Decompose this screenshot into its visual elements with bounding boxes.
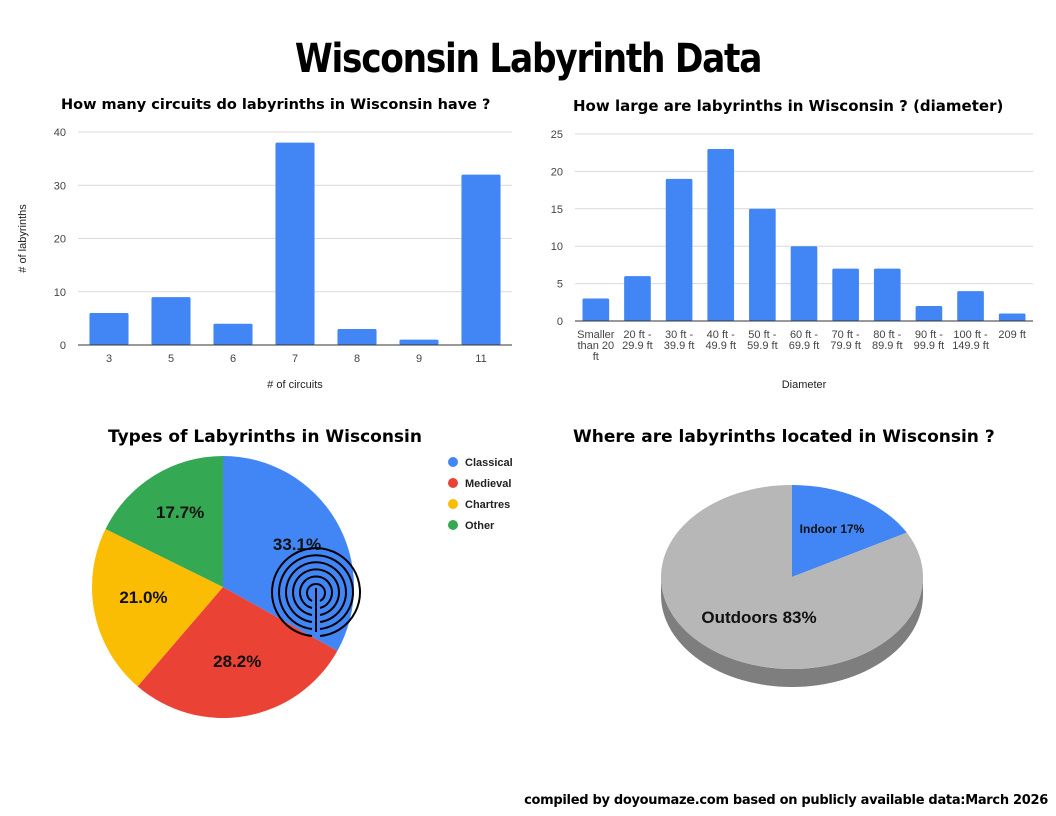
slice-label-outdoors: Outdoors 83% xyxy=(701,608,816,627)
location-chart-title: Where are labyrinths located in Wisconsi… xyxy=(573,427,995,447)
types-chart-title: Types of Labyrinths in Wisconsin xyxy=(108,427,422,447)
slice-classical xyxy=(223,456,354,651)
circuits-y-axis-label: # of labyrinths xyxy=(17,204,29,273)
circuits-xtick-label: 8 xyxy=(354,353,360,365)
legend-swatch-chartres xyxy=(448,499,458,509)
labyrinth-ring xyxy=(292,568,340,616)
slice-chartres xyxy=(92,528,224,687)
legend-swatch-other xyxy=(448,520,458,530)
circuits-xtick-label: 6 xyxy=(230,353,236,365)
diameter-bar xyxy=(915,306,943,321)
circuits-xtick-label: 7 xyxy=(292,353,298,365)
circuits-xtick-label: 5 xyxy=(168,353,174,365)
legend-label-chartres: Chartres xyxy=(465,499,510,511)
legend-label-classical: Classical xyxy=(465,457,513,469)
legend-label-other: Other xyxy=(465,520,495,532)
diameter-xtick-label: 20 ft -29.9 ft xyxy=(622,329,653,352)
diameter-bar xyxy=(957,291,984,321)
diameter-xtick-label: Smaller than 20 ft xyxy=(577,329,615,363)
circuits-ytick-label: 40 xyxy=(54,127,66,139)
circuits-xtick-label: 3 xyxy=(106,353,112,365)
diameter-chart-title: How large are labyrinths in Wisconsin ? … xyxy=(573,97,1004,115)
legend-swatch-medieval xyxy=(448,478,458,488)
diameter-bar xyxy=(998,313,1026,321)
diameter-bar xyxy=(832,268,859,321)
circuits-ytick-label: 20 xyxy=(54,234,66,246)
pie-3d-side xyxy=(661,577,923,687)
slice-label-medieval: 28.2% xyxy=(213,652,261,671)
circuits-xtick-label: 9 xyxy=(416,353,422,365)
main-title: Wisconsin Labyrinth Data xyxy=(294,36,763,82)
diameter-bar xyxy=(624,276,651,321)
legend-label-medieval: Medieval xyxy=(465,478,511,490)
diameter-xtick-label: 50 ft -59.9 ft xyxy=(747,329,778,352)
diameter-bar xyxy=(665,178,693,321)
slice-outdoors xyxy=(661,485,924,670)
diameter-ytick-label: 10 xyxy=(551,241,563,253)
diameter-ytick-label: 20 xyxy=(551,166,563,178)
slice-indoor xyxy=(792,485,907,577)
diameter-xtick-label: 209 ft xyxy=(998,329,1026,341)
diameter-bar xyxy=(707,148,735,321)
diameter-xtick-label: 60 ft -69.9 ft xyxy=(789,329,820,352)
labyrinth-ring xyxy=(285,561,347,623)
circuits-chart-title: How many circuits do labyrinths in Wisco… xyxy=(61,97,491,113)
circuits-bar xyxy=(337,329,377,345)
labyrinth-ring xyxy=(271,547,361,637)
diameter-ytick-label: 0 xyxy=(557,316,563,328)
labyrinth-ring xyxy=(299,575,333,609)
circuits-ytick-label: 0 xyxy=(60,340,66,352)
diameter-xtick-label: 30 ft -39.9 ft xyxy=(664,329,695,352)
diameter-bar xyxy=(749,208,776,321)
diameter-bar xyxy=(790,246,818,321)
circuits-ytick-label: 10 xyxy=(54,287,66,299)
slice-label-chartres: 21.0% xyxy=(119,588,167,607)
diameter-bar xyxy=(582,298,610,321)
diameter-ytick-label: 25 xyxy=(551,129,563,141)
diameter-xtick-label: 80 ft -89.9 ft xyxy=(872,329,903,352)
slice-medieval xyxy=(137,587,338,718)
slice-label-other: 17.7% xyxy=(156,503,204,522)
circuits-bar xyxy=(89,313,129,345)
diameter-xtick-label: 40 ft -49.9 ft xyxy=(705,329,736,352)
labyrinth-ring xyxy=(278,554,354,630)
circuits-bar xyxy=(213,323,253,345)
labyrinth-icon xyxy=(271,547,361,637)
circuits-x-axis-label: # of circuits xyxy=(267,379,323,391)
circuits-bar xyxy=(399,339,439,345)
legend-swatch-classical xyxy=(448,457,458,467)
slice-label-indoor: Indoor 17% xyxy=(800,522,865,536)
circuits-bar xyxy=(151,297,191,345)
circuits-bar xyxy=(461,174,501,345)
labyrinth-ring xyxy=(306,582,326,602)
slice-other xyxy=(105,456,223,587)
diameter-ytick-label: 15 xyxy=(551,204,563,216)
diameter-xtick-label: 100 ft -149.9 ft xyxy=(952,329,989,352)
circuits-xtick-label: 11 xyxy=(475,353,486,365)
diameter-xtick-label: 90 ft -99.9 ft xyxy=(914,329,945,352)
diameter-bar xyxy=(873,268,901,321)
footer-credit: compiled by doyoumaze.com based on publi… xyxy=(524,793,1048,808)
circuits-bar xyxy=(275,142,315,345)
diameter-x-axis-label: Diameter xyxy=(782,379,827,391)
circuits-ytick-label: 30 xyxy=(54,180,66,192)
diameter-ytick-label: 5 xyxy=(557,279,563,291)
diameter-xtick-label: 70 ft -79.9 ft xyxy=(830,329,861,352)
